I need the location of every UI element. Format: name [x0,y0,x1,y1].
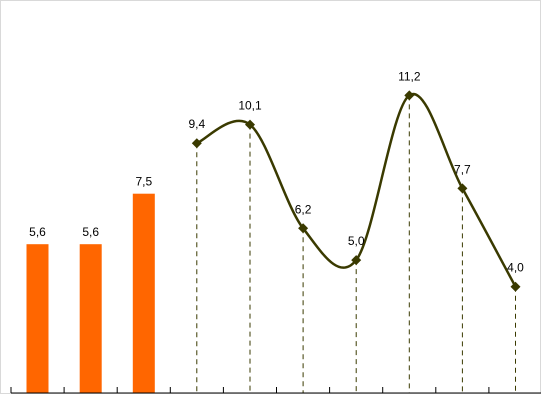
line-value-label-7: 4,0 [507,261,524,275]
line-value-label-2: 10,1 [238,99,262,113]
line-point-3 [298,223,309,234]
drop-lines-layer [196,95,516,393]
bar-3 [132,193,155,393]
data-labels-layer: 5,6 5,6 7,5 9,4 10,1 6,2 5,0 11,2 7,7 4,0 [29,69,524,274]
bar-value-label-2: 5,6 [82,225,99,239]
bar-value-label-3: 7,5 [135,175,152,189]
line-value-label-5: 11,2 [398,69,421,83]
line-value-label-3: 6,2 [295,202,312,216]
line-point-5 [404,90,415,101]
line-value-label-4: 5,0 [348,234,365,248]
bar-value-label-1: 5,6 [29,225,46,239]
line-point-1 [191,138,202,149]
line-value-label-1: 9,4 [188,117,205,131]
markers-layer [191,90,521,292]
bars-layer [26,193,155,393]
bar-1 [26,244,49,393]
line-point-4 [351,255,362,266]
line-point-7 [510,281,521,292]
bar-2 [79,244,102,393]
line-point-6 [457,183,468,194]
line-point-2 [245,119,255,130]
line-value-label-6: 7,7 [454,162,471,176]
x-axis-layer [10,387,541,394]
